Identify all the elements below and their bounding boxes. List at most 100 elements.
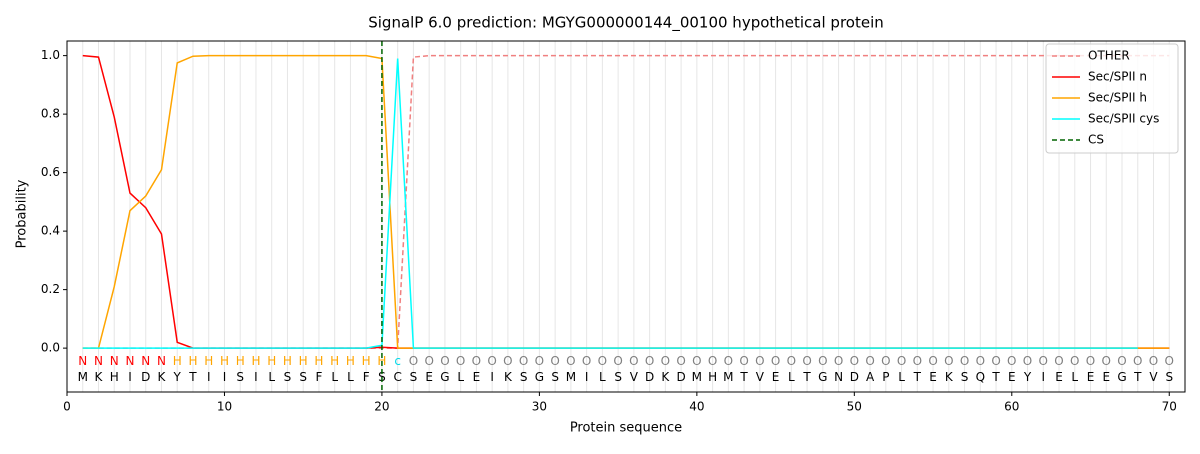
region-label: O (550, 354, 559, 368)
series-line (82, 54, 1170, 349)
y-tick-label: 0.0 (41, 341, 60, 355)
region-label: O (661, 354, 670, 368)
residue-label: D (676, 370, 685, 384)
region-label: O (456, 354, 465, 368)
residue-label: S (614, 370, 622, 384)
region-label: O (708, 354, 717, 368)
residue-label: G (535, 370, 544, 384)
residue-label: I (207, 370, 211, 384)
residue-label: K (504, 370, 513, 384)
residue-label: D (141, 370, 150, 384)
region-label: O (928, 354, 937, 368)
residue-label: C (393, 370, 401, 384)
region-label: O (503, 354, 512, 368)
residue-label: G (440, 370, 449, 384)
y-tick-label: 0.6 (41, 165, 60, 179)
residue-label: E (1102, 370, 1110, 384)
series-line (82, 54, 1170, 349)
region-label: O (724, 354, 733, 368)
region-label: O (629, 354, 638, 368)
residue-label: E (929, 370, 937, 384)
legend-label: Sec/SPII cys (1088, 112, 1159, 126)
region-label: H (314, 354, 323, 368)
residue-label: T (739, 370, 748, 384)
x-tick-label: 60 (1004, 400, 1019, 414)
residue-label: S (299, 370, 307, 384)
residue-label: T (913, 370, 922, 384)
region-label: O (1007, 354, 1016, 368)
x-axis-label: Protein sequence (570, 421, 682, 436)
region-label: H (173, 354, 182, 368)
residue-label: I (585, 370, 589, 384)
region-label: O (834, 354, 843, 368)
region-label: H (188, 354, 197, 368)
region-label: N (141, 354, 150, 368)
residue-label: M (692, 370, 702, 384)
region-label: H (330, 354, 339, 368)
residue-label: V (630, 370, 639, 384)
region-label: O (472, 354, 481, 368)
residue-label: L (331, 370, 338, 384)
legend-label: Sec/SPII n (1088, 70, 1147, 84)
y-tick-label: 1.0 (41, 48, 60, 62)
residue-label: K (95, 370, 104, 384)
region-label: O (1149, 354, 1158, 368)
residue-label: N (834, 370, 843, 384)
legend-label: CS (1088, 133, 1104, 147)
region-label: O (1039, 354, 1048, 368)
residue-label: E (425, 370, 433, 384)
residue-label: G (1117, 370, 1126, 384)
region-label: H (283, 354, 292, 368)
residue-label: S (378, 370, 386, 384)
y-tick-label: 0.2 (41, 282, 60, 296)
residue-label: L (788, 370, 795, 384)
residue-label: E (473, 370, 481, 384)
region-label: O (676, 354, 685, 368)
x-tick-label: 0 (63, 400, 71, 414)
region-label: H (251, 354, 260, 368)
residue-label: K (661, 370, 670, 384)
region-label: O (802, 354, 811, 368)
legend-box (1045, 43, 1179, 154)
region-label: O (787, 354, 796, 368)
region-label: H (267, 354, 276, 368)
residue-label: S (520, 370, 528, 384)
region-label: N (94, 354, 103, 368)
region-label: O (865, 354, 874, 368)
residue-label: E (1055, 370, 1063, 384)
residue-label: E (772, 370, 780, 384)
residue-label: H (110, 370, 119, 384)
region-label: O (692, 354, 701, 368)
region-label: O (566, 354, 575, 368)
y-tick-label: 0.4 (41, 224, 60, 238)
residue-label: Y (1023, 370, 1032, 384)
residue-label: I (490, 370, 494, 384)
region-label: O (739, 354, 748, 368)
region-label: O (1117, 354, 1126, 368)
residue-label: L (599, 370, 606, 384)
residue-label: L (347, 370, 354, 384)
residue-label: D (850, 370, 859, 384)
residue-label: V (1149, 370, 1158, 384)
region-label: H (362, 354, 371, 368)
series-line (82, 58, 1138, 349)
residue-label: F (315, 370, 322, 384)
region-label: O (1133, 354, 1142, 368)
region-label: N (110, 354, 119, 368)
plot-frame (66, 40, 1186, 393)
region-label: H (236, 354, 245, 368)
residue-label: T (991, 370, 1000, 384)
residue-label: I (254, 370, 258, 384)
residue-label: T (802, 370, 811, 384)
region-label: N (157, 354, 166, 368)
region-label: O (440, 354, 449, 368)
region-label: O (598, 354, 607, 368)
chart-title: SignalP 6.0 prediction: MGYG000000144_00… (368, 14, 884, 33)
region-label: O (913, 354, 922, 368)
residue-label: M (723, 370, 733, 384)
region-label: O (487, 354, 496, 368)
region-label: O (613, 354, 622, 368)
region-label: O (771, 354, 780, 368)
region-label: O (755, 354, 764, 368)
residue-label: E (1008, 370, 1016, 384)
